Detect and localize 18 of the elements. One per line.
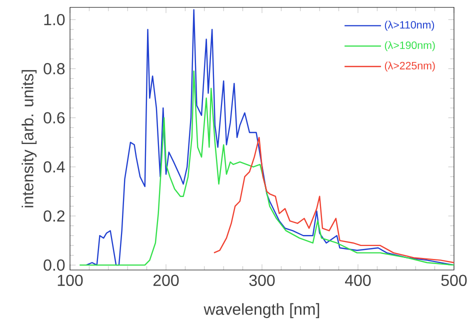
x-axis-title: wavelength [nm] bbox=[204, 303, 320, 318]
x-tick-label: 300 bbox=[249, 274, 275, 286]
x-tick-label: 400 bbox=[345, 274, 371, 286]
x-tick-label: 100 bbox=[58, 274, 83, 286]
y-tick-label: 0.4 bbox=[44, 161, 65, 173]
line-series bbox=[213, 136, 454, 264]
x-tick-label: 200 bbox=[153, 274, 179, 286]
y-tick-label: 0.0 bbox=[44, 259, 65, 271]
y-tick-label: 0.6 bbox=[44, 112, 65, 124]
y-tick-label: 0.8 bbox=[44, 63, 65, 74]
x-tick-label: 500 bbox=[441, 274, 467, 286]
y-tick-label: 0.2 bbox=[44, 210, 64, 222]
y-axis-title: intensity [arb. units] bbox=[22, 70, 37, 208]
legend-label: (λ>225nm) bbox=[384, 62, 435, 72]
legend-label: (λ>110nm) bbox=[384, 20, 434, 31]
y-tick-label: 1.0 bbox=[44, 14, 65, 26]
line-series bbox=[79, 70, 454, 266]
legend-label: (λ>190nm) bbox=[384, 41, 435, 52]
